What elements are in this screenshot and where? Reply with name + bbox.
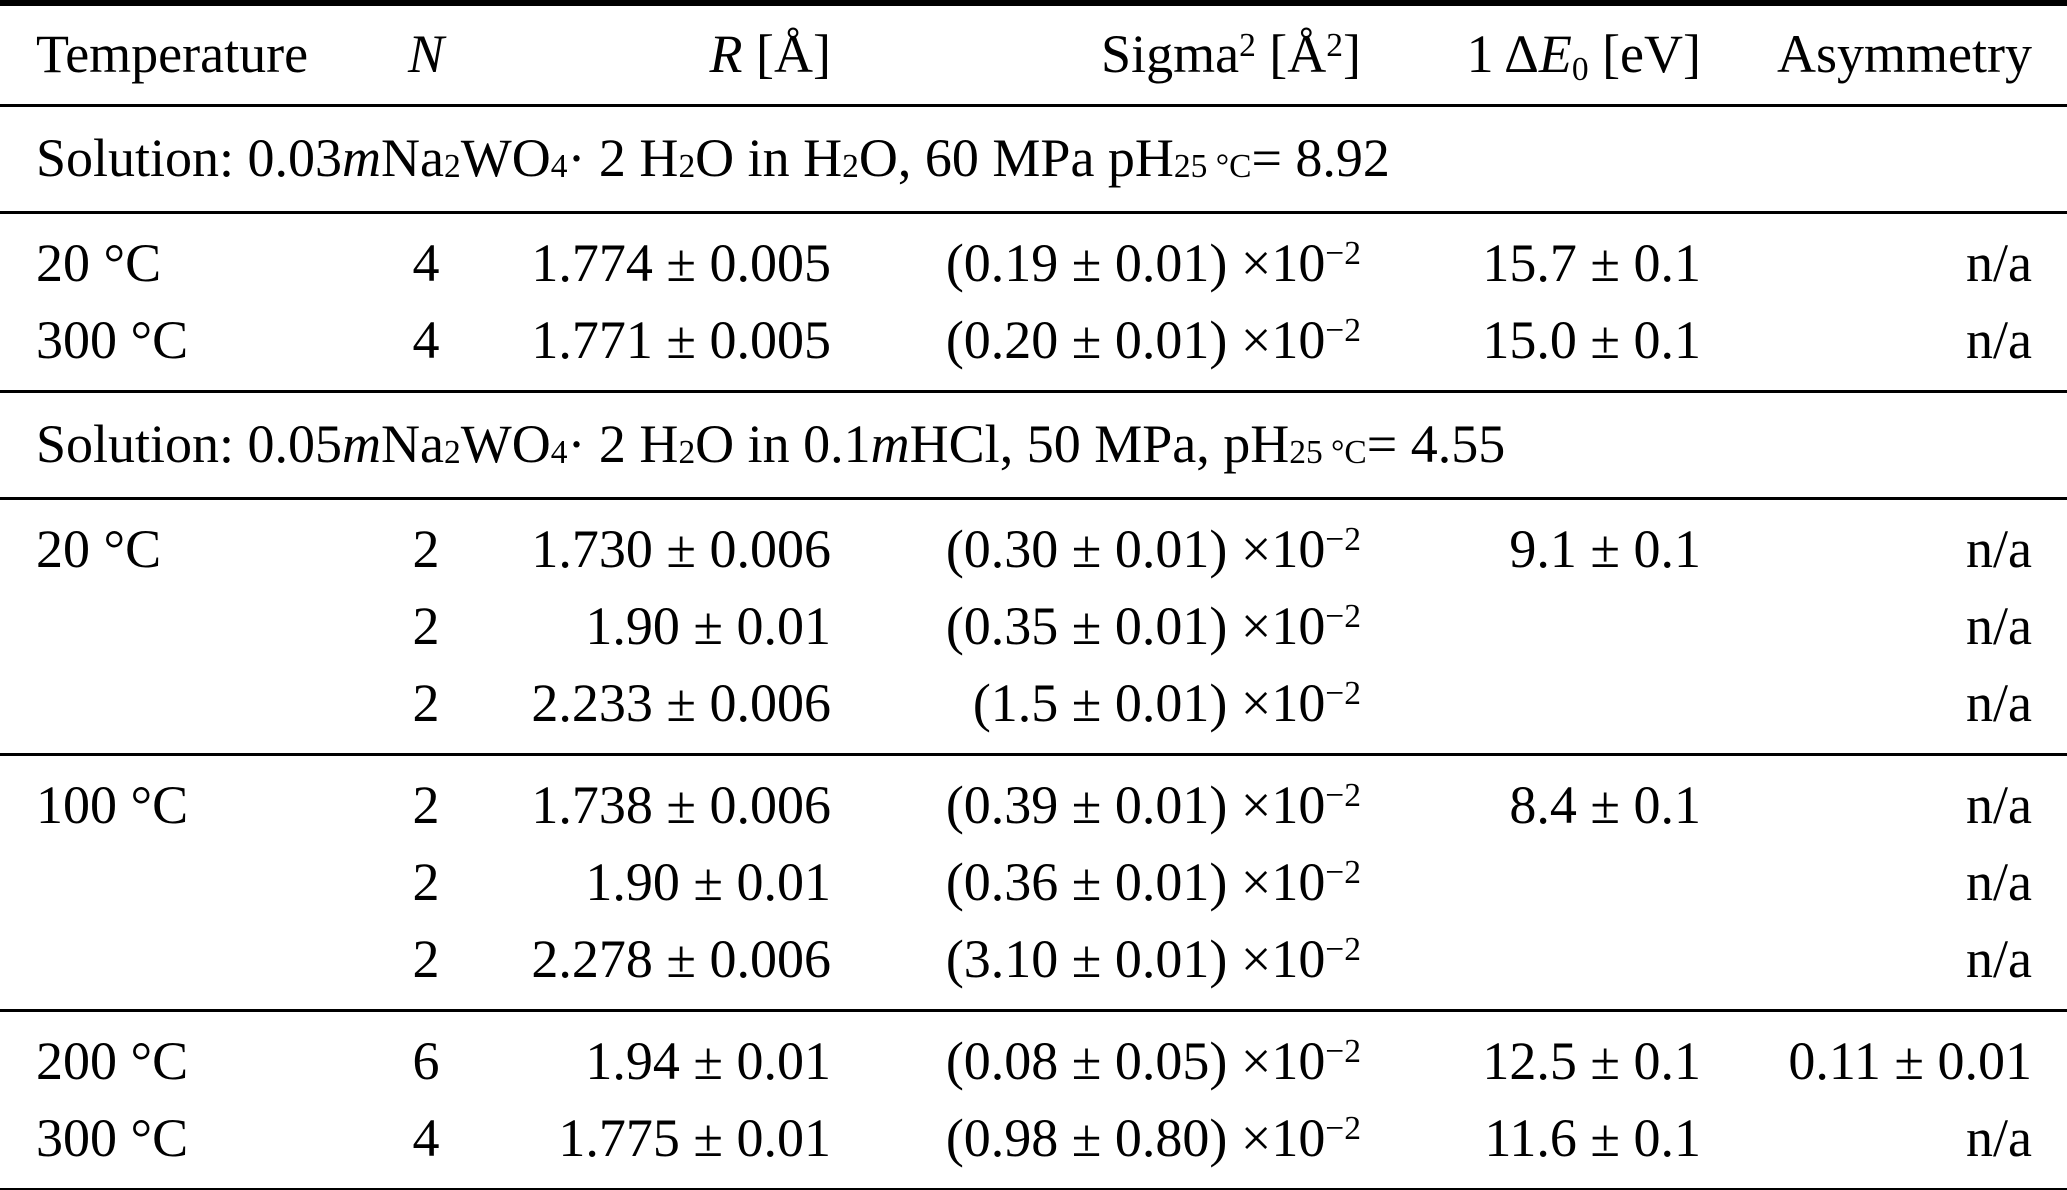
cell-r: 1.90 ± 0.01 (585, 851, 831, 912)
cell-delta_e0: 9.1 ± 0.1 (1509, 518, 1701, 579)
cell-sigma2: (0.98 ± 0.80) ×10−2 (945, 1107, 1361, 1168)
cell-asymmetry: 0.11 ± 0.01 (1788, 1030, 2032, 1091)
cell-n: 4 (412, 232, 440, 293)
cell-n: 2 (412, 672, 440, 733)
cell-sigma2: (0.08 ± 0.05) ×10−2 (945, 1030, 1361, 1091)
table-row: 2 2.278 ± 0.006 (3.10 ± 0.01) ×10−2 n/a (0, 921, 2067, 998)
cell-asymmetry: n/a (1966, 232, 2032, 293)
table-header-row: Temperature N R [Å] Sigma2 [Å2] 1 ΔE0 [eV] As… (0, 6, 2067, 104)
cell-asymmetry: n/a (1966, 928, 2032, 989)
cell-asymmetry: n/a (1966, 518, 2032, 579)
cell-asymmetry: n/a (1966, 774, 2032, 835)
cell-n: 4 (412, 1107, 440, 1168)
column-header-asymmetry: Asymmetry (1777, 24, 2032, 85)
cell-delta_e0: 15.0 ± 0.1 (1482, 309, 1701, 370)
cell-delta_e0: 15.7 ± 0.1 (1482, 232, 1701, 293)
cell-temperature: 300 °C (36, 1107, 189, 1168)
cell-delta_e0: 12.5 ± 0.1 (1482, 1030, 1701, 1091)
cell-n: 2 (412, 595, 440, 656)
cell-sigma2: (0.19 ± 0.01) ×10−2 (945, 232, 1361, 293)
cell-sigma2: (0.20 ± 0.01) ×10−2 (945, 309, 1361, 370)
cell-sigma2: (0.30 ± 0.01) ×10−2 (945, 518, 1361, 579)
cell-asymmetry: n/a (1966, 672, 2032, 733)
cell-temperature: 200 °C (36, 1030, 189, 1091)
table-row: 2 1.90 ± 0.01 (0.35 ± 0.01) ×10−2 n/a (0, 588, 2067, 665)
cell-r: 2.233 ± 0.006 (531, 672, 831, 733)
cell-n: 2 (412, 774, 440, 835)
cell-n: 2 (412, 928, 440, 989)
column-header-n: N (407, 24, 445, 85)
bottom-rule (0, 1188, 2067, 1190)
cell-temperature: 100 °C (36, 774, 189, 835)
cell-temperature: 20 °C (36, 518, 162, 579)
header-rule (0, 104, 2067, 107)
section-rule (0, 1009, 2067, 1012)
table-row: 2 2.233 ± 0.006 (1.5 ± 0.01) ×10−2 n/a (0, 665, 2067, 742)
table-row: 2 1.90 ± 0.01 (0.36 ± 0.01) ×10−2 n/a (0, 844, 2067, 921)
cell-n: 2 (412, 518, 440, 579)
column-header-r: R [Å] (709, 24, 831, 85)
cell-asymmetry: n/a (1966, 1107, 2032, 1168)
table-row: 300 °C 4 1.771 ± 0.005 (0.20 ± 0.01) ×10−2 1… (0, 302, 2067, 379)
cell-r: 1.771 ± 0.005 (531, 309, 831, 370)
row-group: 20 °C 2 1.730 ± 0.006 (0.30 ± 0.01) ×10−2 9.… (0, 500, 2067, 753)
table-row: 300 °C 4 1.775 ± 0.01 (0.98 ± 0.80) ×10−2 11… (0, 1100, 2067, 1177)
cell-delta_e0: 8.4 ± 0.1 (1509, 774, 1701, 835)
column-header-delta_e0: 1 ΔE0 [eV] (1466, 24, 1701, 89)
section-rule (0, 753, 2067, 756)
table-row: 100 °C 2 1.738 ± 0.006 (0.39 ± 0.01) ×10−2 8… (0, 767, 2067, 844)
cell-sigma2: (0.36 ± 0.01) ×10−2 (945, 851, 1361, 912)
column-header-temperature: Temperature (36, 24, 309, 85)
cell-sigma2: (0.35 ± 0.01) ×10−2 (945, 595, 1361, 656)
cell-r: 1.738 ± 0.006 (531, 774, 831, 835)
cell-temperature: 20 °C (36, 232, 162, 293)
cell-sigma2: (1.5 ± 0.01) ×10−2 (972, 672, 1361, 733)
row-group: 200 °C 6 1.94 ± 0.01 (0.08 ± 0.05) ×10−2 12.… (0, 1012, 2067, 1188)
table-row: 20 °C 2 1.730 ± 0.006 (0.30 ± 0.01) ×10−2 9.… (0, 511, 2067, 588)
cell-n: 4 (412, 309, 440, 370)
cell-n: 6 (412, 1030, 440, 1091)
cell-r: 1.775 ± 0.01 (558, 1107, 831, 1168)
cell-r: 1.90 ± 0.01 (585, 595, 831, 656)
cell-asymmetry: n/a (1966, 851, 2032, 912)
section-rule (0, 211, 2067, 214)
cell-delta_e0: 11.6 ± 0.1 (1484, 1107, 1701, 1168)
cell-n: 2 (412, 851, 440, 912)
cell-asymmetry: n/a (1966, 595, 2032, 656)
table-row: 200 °C 6 1.94 ± 0.01 (0.08 ± 0.05) ×10−2 12.… (0, 1023, 2067, 1100)
cell-temperature: 300 °C (36, 309, 189, 370)
cell-r: 1.730 ± 0.006 (531, 518, 831, 579)
cell-asymmetry: n/a (1966, 309, 2032, 370)
cell-sigma2: (3.10 ± 0.01) ×10−2 (945, 928, 1361, 989)
column-header-sigma2: Sigma2 [Å2] (1101, 24, 1361, 85)
cell-r: 1.774 ± 0.005 (531, 232, 831, 293)
table-row: 20 °C 4 1.774 ± 0.005 (0.19 ± 0.01) ×10−2 15… (0, 225, 2067, 302)
cell-sigma2: (0.39 ± 0.01) ×10−2 (945, 774, 1361, 835)
section-rule (0, 497, 2067, 500)
top-rule (0, 0, 2067, 6)
cell-r: 2.278 ± 0.006 (531, 928, 831, 989)
row-group: 20 °C 4 1.774 ± 0.005 (0.19 ± 0.01) ×10−2 15… (0, 214, 2067, 390)
row-group: 100 °C 2 1.738 ± 0.006 (0.39 ± 0.01) ×10−2 8… (0, 756, 2067, 1009)
cell-r: 1.94 ± 0.01 (585, 1030, 831, 1091)
section-rule (0, 390, 2067, 393)
